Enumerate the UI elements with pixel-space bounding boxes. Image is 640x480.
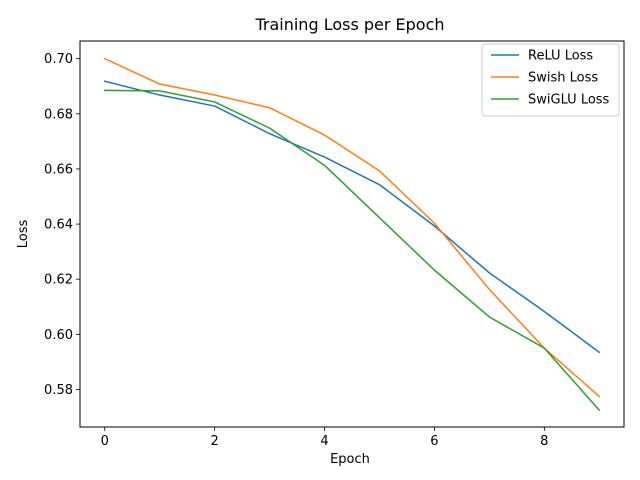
y-tick-label: 0.58: [44, 383, 73, 398]
y-tick-label: 0.62: [44, 273, 73, 288]
legend-label-0: ReLU Loss: [528, 49, 593, 64]
legend-box: [481, 43, 620, 117]
x-tick-label: 8: [540, 434, 548, 449]
series-line-2: [103, 89, 601, 412]
legend-label-1: Swish Loss: [528, 71, 598, 86]
x-axis-label: Epoch: [330, 452, 370, 467]
y-tick-label: 0.60: [44, 328, 73, 343]
x-tick-label: 2: [210, 434, 218, 449]
series-line-0: [103, 80, 601, 354]
y-tick-label: 0.70: [44, 52, 73, 67]
legend-label-2: SwiGLU Loss: [528, 93, 610, 108]
y-tick-label: 0.66: [44, 162, 73, 177]
series-line-1: [103, 57, 601, 398]
x-tick-label: 0: [101, 434, 109, 449]
chart-title: Training Loss per Epoch: [254, 15, 444, 34]
y-tick-label: 0.64: [44, 218, 73, 233]
x-tick-label: 4: [320, 434, 328, 449]
plot-frame: [79, 40, 625, 428]
y-tick-label: 0.68: [44, 107, 73, 122]
y-axis-label: Loss: [16, 220, 31, 249]
x-tick-label: 6: [430, 434, 438, 449]
legend: ReLU Loss Swish Loss SwiGLU Loss: [481, 43, 620, 117]
